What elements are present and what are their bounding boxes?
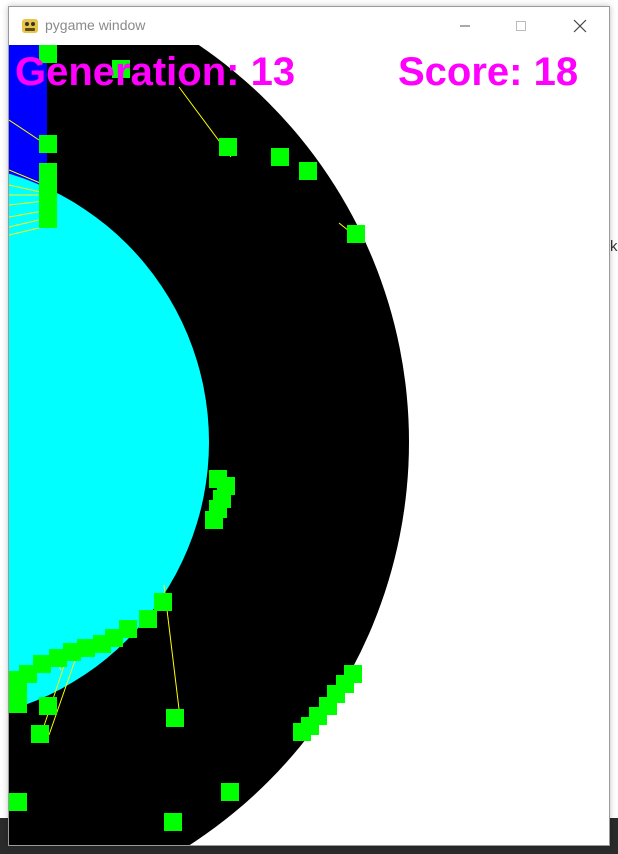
maximize-button[interactable] [498, 7, 544, 45]
car [63, 643, 81, 661]
inner-circle [9, 173, 209, 711]
sensor-line [9, 210, 44, 218]
car [49, 649, 67, 667]
car [39, 45, 57, 63]
maximize-icon [516, 21, 526, 31]
close-icon [573, 19, 587, 33]
car [205, 511, 223, 529]
car [33, 655, 51, 673]
car [139, 610, 157, 628]
pygame-window: pygame window [8, 6, 610, 846]
sensor-line [9, 226, 44, 236]
car [9, 793, 27, 811]
car [166, 709, 184, 727]
title-bar[interactable]: pygame window [9, 7, 609, 45]
car [347, 225, 365, 243]
car [39, 697, 57, 715]
sensor-line [9, 218, 44, 228]
car [39, 210, 57, 228]
car [164, 813, 182, 831]
car [154, 593, 172, 611]
car [9, 671, 27, 689]
car [299, 162, 317, 180]
sensor-line [9, 119, 40, 141]
window-title: pygame window [45, 17, 146, 33]
car [219, 138, 237, 156]
minimize-button[interactable] [442, 7, 488, 45]
car [112, 60, 130, 78]
car [221, 783, 239, 801]
close-button[interactable] [557, 7, 603, 45]
cars [9, 45, 365, 831]
car [77, 639, 95, 657]
game-scene [9, 45, 609, 845]
car [39, 135, 57, 153]
car [293, 723, 311, 741]
score-counter: Score: 18 [398, 50, 579, 94]
car [119, 620, 137, 638]
car [31, 725, 49, 743]
generation-counter: Generation: 13 [15, 50, 296, 94]
car [9, 695, 27, 713]
car [93, 635, 111, 653]
minimize-icon [460, 25, 470, 27]
background-window-text: k [610, 238, 618, 255]
car [271, 148, 289, 166]
pygame-snake-icon [22, 19, 38, 33]
game-canvas [9, 45, 609, 845]
